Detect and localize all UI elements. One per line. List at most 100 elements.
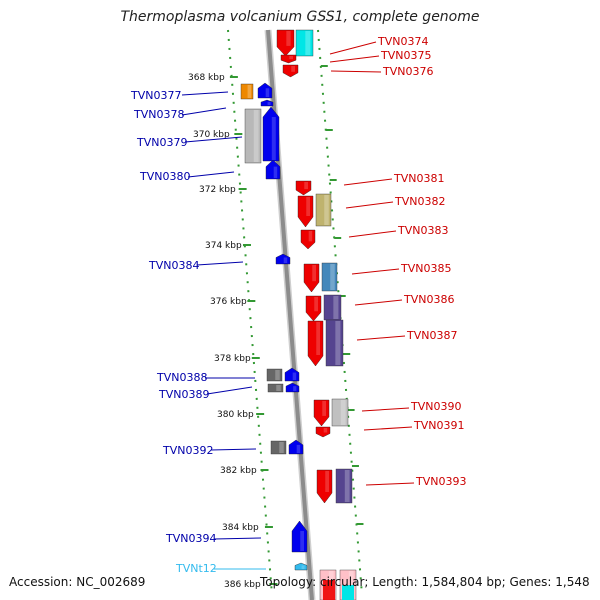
gene-tvn0389[interactable] — [285, 382, 300, 393]
gene-faded-bottom-2[interactable] — [323, 580, 335, 600]
gene-label-right[interactable]: TVN0381 — [393, 172, 444, 185]
cog-box-tvn0385-shade — [330, 264, 335, 290]
kbp-tick-label: 368 kbp — [188, 73, 225, 83]
gene-tvn0391[interactable] — [315, 426, 331, 438]
gene-label-left[interactable]: TVN0394 — [165, 532, 216, 545]
gene-label-left[interactable]: TVN0378 — [133, 108, 184, 121]
cog-box-tvn0387[interactable] — [325, 319, 344, 367]
gene-tvn0384-shade — [283, 257, 288, 263]
leader-line-right — [330, 70, 382, 73]
gene-label-right[interactable]: TVN0387 — [406, 329, 457, 342]
leader-line-right — [343, 178, 393, 186]
leader-line-right — [356, 335, 406, 341]
gene-faded-bottom-4[interactable] — [342, 585, 354, 600]
gene-label-left[interactable]: TVN0389 — [158, 388, 209, 401]
cog-box-tvn0379[interactable] — [244, 108, 262, 164]
gene-tvn0394[interactable] — [291, 520, 308, 553]
gene-tvn0381[interactable] — [295, 180, 312, 196]
cog-box-tvn0389[interactable] — [267, 383, 284, 393]
gene-label-right[interactable]: TVN0382 — [394, 195, 445, 208]
leader-line-right — [365, 482, 415, 486]
kbp-tick-label: 380 kbp — [217, 410, 254, 420]
gene-tvn0393[interactable] — [316, 469, 333, 504]
gene-tvn0392[interactable] — [288, 439, 304, 455]
leader-line-right — [345, 201, 394, 209]
gene-label-right[interactable]: TVN0375 — [380, 49, 431, 62]
gene-label-right[interactable]: TVN0391 — [413, 419, 464, 432]
leader-line-right — [329, 41, 377, 55]
cog-box-tvn0377[interactable] — [240, 83, 254, 100]
gene-tvn0374-shade — [286, 31, 291, 46]
gene-tvn0390[interactable] — [313, 399, 330, 427]
gene-tvn0374[interactable] — [276, 29, 295, 57]
gene-tvn0377-shade — [265, 88, 270, 97]
gene-label-left[interactable]: TVNt12 — [175, 562, 217, 575]
cog-box-tvn0392[interactable] — [270, 440, 287, 455]
gene-label-left[interactable]: TVN0380 — [139, 170, 190, 183]
leader-line-left — [187, 171, 235, 178]
cog-box-tvn0382-shade — [324, 195, 329, 225]
cog-box-tvn0390[interactable] — [331, 398, 349, 427]
gene-tvn0380[interactable] — [265, 159, 281, 180]
gene-label-right[interactable]: TVN0374 — [377, 35, 428, 48]
gene-tvn0383-shade — [308, 231, 313, 242]
gene-tvn0385[interactable] — [303, 263, 320, 293]
gene-tvnt12[interactable] — [294, 562, 308, 571]
kbp-tick-label: 370 kbp — [193, 130, 230, 140]
gene-tvn0387[interactable] — [307, 320, 324, 367]
gene-tvn0376[interactable] — [282, 64, 299, 78]
gene-label-right[interactable]: TVN0386 — [403, 293, 454, 306]
gene-tvn0389-shade — [293, 386, 297, 391]
kbp-tick-label: 372 kbp — [199, 185, 236, 195]
gene-tvn0391-shade — [323, 428, 328, 433]
leader-line-left — [181, 91, 229, 96]
gene-label-right[interactable]: TVN0390 — [410, 400, 461, 413]
gene-tvn0379[interactable] — [262, 106, 280, 162]
cog-box-tvn0393[interactable] — [335, 468, 353, 504]
gene-tvn0387-shade — [316, 322, 320, 355]
gene-label-right[interactable]: TVN0376 — [382, 65, 433, 78]
kbp-tick-label: 374 kbp — [205, 241, 242, 251]
leader-line-right — [354, 299, 403, 306]
gene-tvn0375[interactable] — [280, 54, 297, 64]
gene-label-left[interactable]: TVN0379 — [136, 136, 187, 149]
gene-tvn0388[interactable] — [284, 367, 300, 382]
gene-label-left[interactable]: TVN0392 — [162, 444, 213, 457]
cog-box-tvn0374[interactable] — [295, 29, 314, 57]
map-title: Thermoplasma volcanium GSS1, complete ge… — [120, 9, 480, 25]
cog-box-tvn0390-shade — [340, 400, 346, 425]
gene-tvn0378[interactable] — [260, 99, 274, 107]
cog-box-tvn0379-shade — [253, 110, 259, 162]
cog-box-tvn0385[interactable] — [321, 262, 338, 292]
kbp-tick-label: 386 kbp — [224, 580, 261, 590]
cog-box-tvn0388[interactable] — [266, 368, 283, 382]
gene-tvn0390-shade — [322, 401, 326, 416]
gene-label-left[interactable]: TVN0384 — [148, 259, 199, 272]
gene-label-right[interactable]: TVN0385 — [400, 262, 451, 275]
leader-line-left — [210, 448, 257, 451]
gene-tvn0377[interactable] — [257, 82, 273, 99]
kbp-tick-label: 376 kbp — [210, 297, 247, 307]
gene-tvn0386[interactable] — [305, 295, 322, 322]
gene-label-left[interactable]: TVN0377 — [130, 89, 181, 102]
leader-line-right — [329, 55, 380, 63]
gene-tvn0383[interactable] — [300, 229, 316, 250]
gene-tvn0382[interactable] — [297, 195, 314, 228]
cog-box-tvn0392-shade — [279, 442, 284, 453]
leader-line-left — [184, 136, 243, 143]
leader-line-right — [348, 230, 397, 238]
accession-text: Accession: NC_002689 — [9, 575, 146, 589]
gene-tvn0384[interactable] — [275, 253, 291, 265]
topology-text: Topology: circular; Length: 1,584,804 bp… — [260, 575, 590, 589]
cog-box-tvn0382[interactable] — [315, 193, 332, 227]
leader-line-left — [213, 537, 262, 540]
gene-label-right[interactable]: TVN0383 — [397, 224, 448, 237]
leader-line-left — [196, 261, 244, 266]
gene-tvn0394-shade — [300, 531, 304, 551]
leader-line-right — [351, 268, 400, 275]
gene-label-right[interactable]: TVN0393 — [415, 475, 466, 488]
leader-line-right — [363, 426, 413, 431]
gene-label-left[interactable]: TVN0388 — [156, 371, 207, 384]
cog-box-tvn0377-shade — [247, 85, 252, 98]
